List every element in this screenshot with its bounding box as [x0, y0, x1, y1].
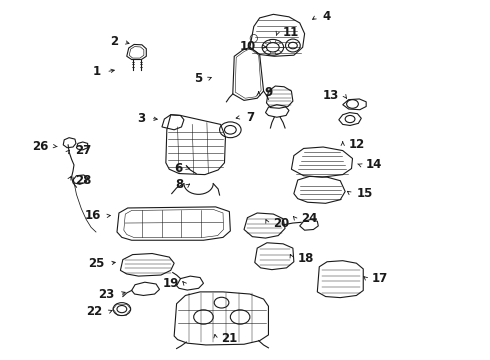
Text: 9: 9	[265, 86, 273, 99]
Text: 25: 25	[88, 257, 104, 270]
Text: 1: 1	[92, 65, 100, 78]
Text: 27: 27	[75, 144, 91, 157]
Text: 14: 14	[366, 158, 383, 171]
Text: 4: 4	[322, 10, 330, 23]
Text: 20: 20	[273, 216, 290, 230]
Text: 15: 15	[356, 187, 373, 200]
Text: 19: 19	[163, 278, 179, 291]
Text: 22: 22	[86, 306, 102, 319]
Text: 12: 12	[348, 138, 365, 151]
Text: 7: 7	[246, 111, 254, 124]
Text: 2: 2	[110, 35, 118, 49]
Text: 21: 21	[221, 332, 238, 345]
Text: 23: 23	[98, 288, 114, 301]
Text: 10: 10	[240, 40, 256, 53]
Text: 28: 28	[75, 174, 91, 186]
Text: 17: 17	[372, 272, 388, 285]
Text: 5: 5	[194, 72, 202, 85]
Text: 11: 11	[283, 27, 299, 40]
Text: 18: 18	[298, 252, 314, 265]
Text: 13: 13	[322, 89, 339, 102]
Text: 8: 8	[175, 178, 183, 191]
Text: 6: 6	[174, 162, 182, 175]
Text: 24: 24	[301, 212, 318, 225]
Text: 16: 16	[84, 210, 101, 222]
Text: 26: 26	[32, 140, 49, 153]
Text: 3: 3	[137, 112, 145, 125]
